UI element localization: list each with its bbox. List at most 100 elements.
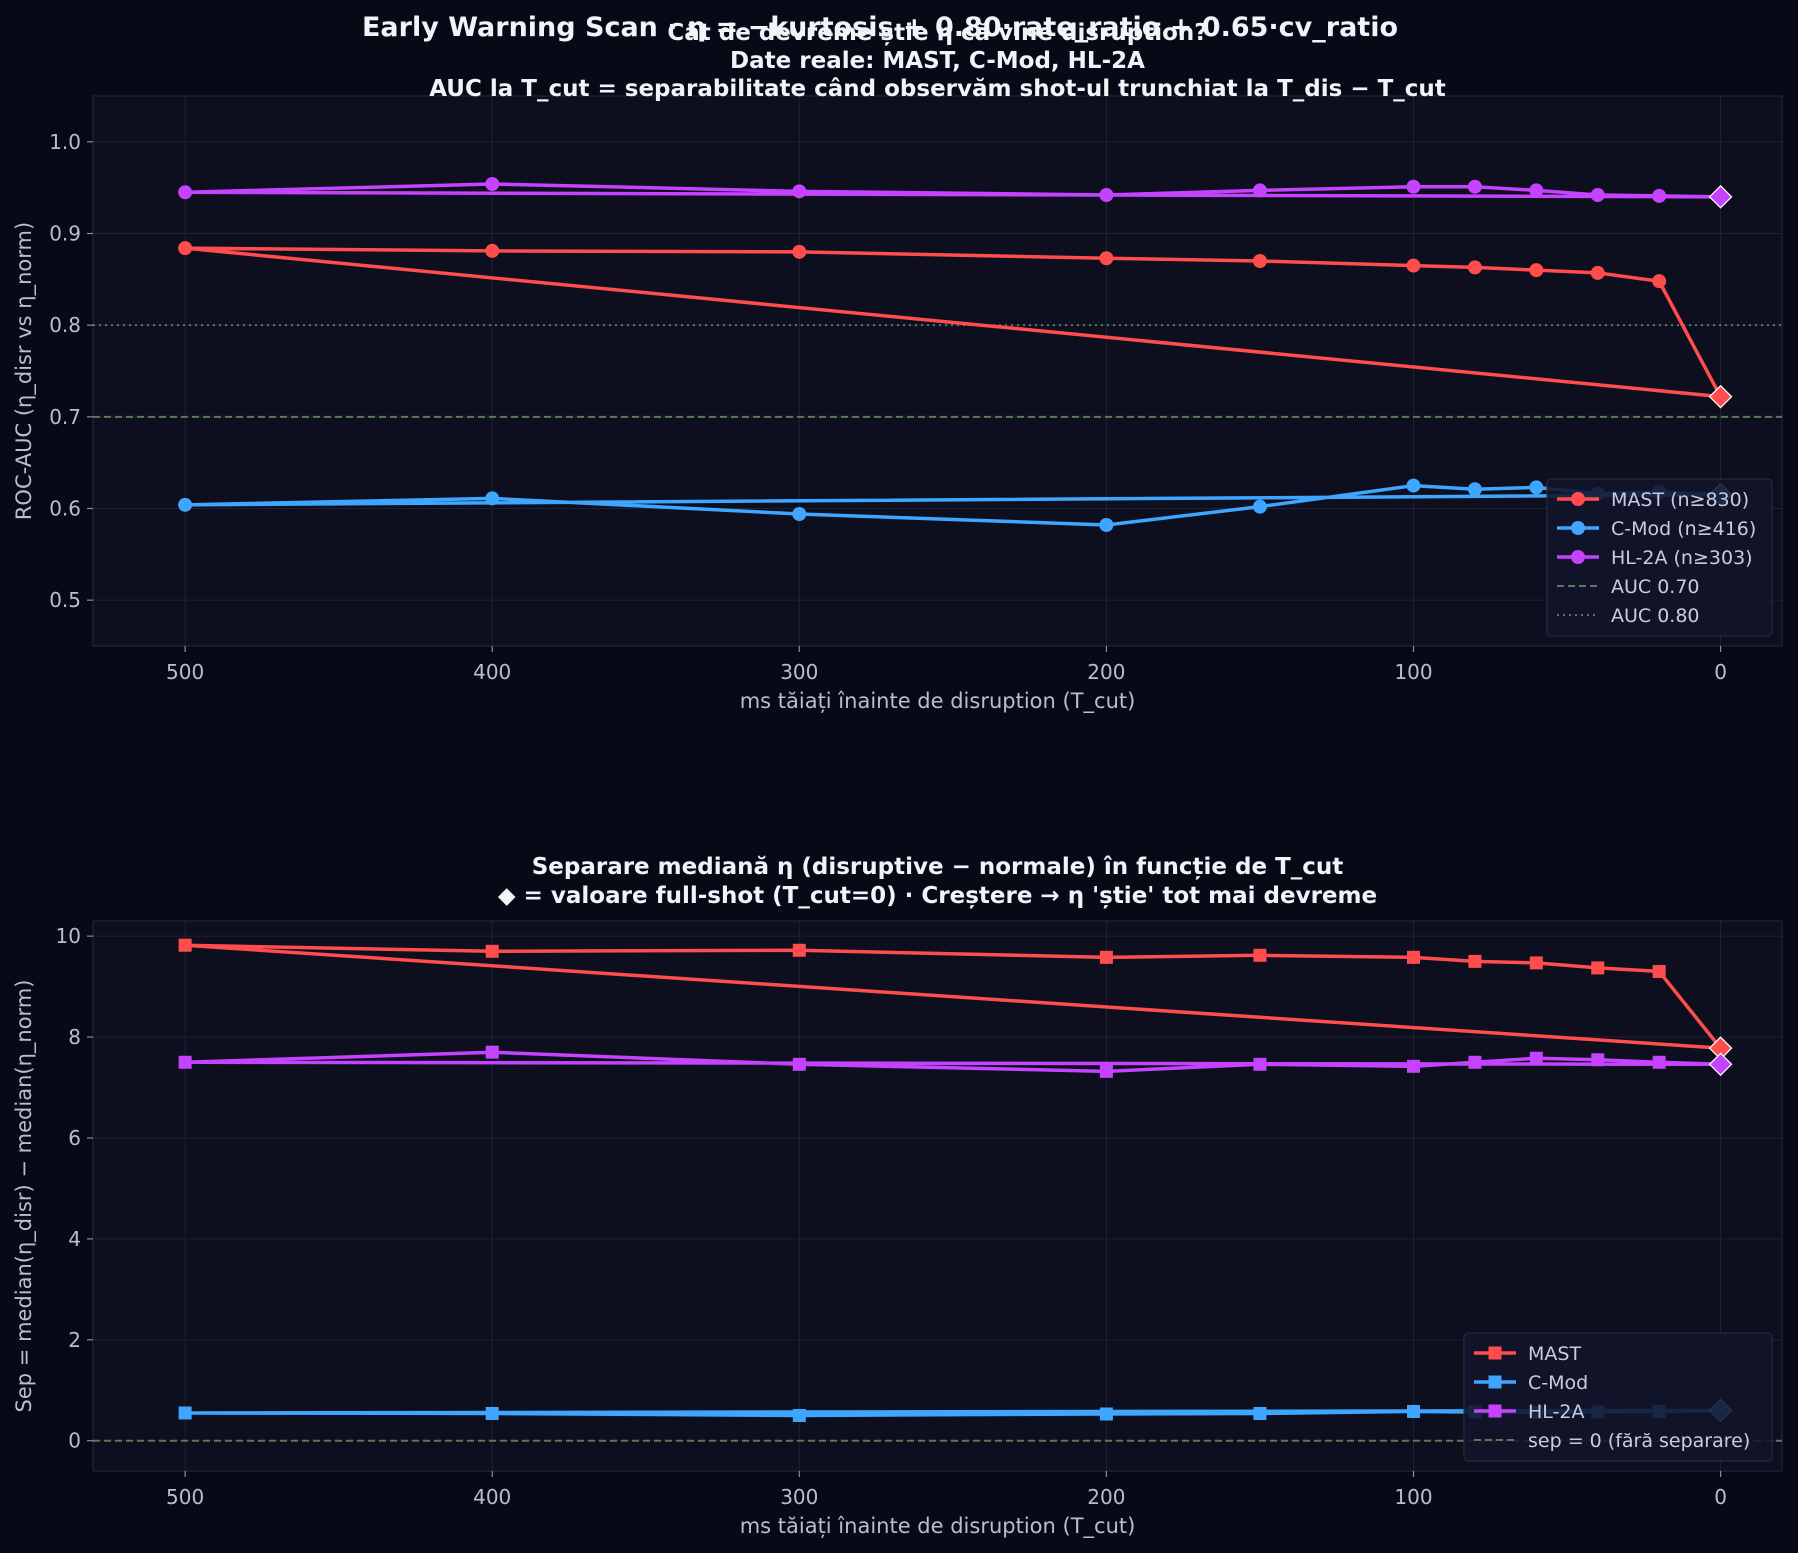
data-point-mast — [178, 241, 193, 256]
data-point-hl-2a — [1252, 183, 1267, 198]
data-point-mast — [1591, 961, 1605, 975]
data-point-mast — [1406, 258, 1421, 273]
data-point-c-mod — [1406, 478, 1421, 493]
series-line-mast — [185, 943, 1723, 1050]
auc-panel: 500 400 300 200 100 0 0.5 0.6 0.7 0.8 0.9 1.0 ms tăi… — [12, 20, 1783, 714]
y-tick-label: 10 — [56, 924, 81, 948]
legend: MAST (n≥830) C-Mod (n≥416) HL-2A (n≥303) AU… — [1546, 478, 1773, 637]
figure-suptitle: Early Warning Scan · η = −kurtosis + 0.8… — [362, 12, 1398, 43]
panel-title-line: Cât de devreme știe η că vine disruption… — [667, 20, 1207, 46]
plot-frame — [92, 920, 1783, 1472]
x-axis-label: ms tăiați înainte de disruption (T_cut) — [740, 1514, 1136, 1539]
y-axis-label: ROC-AUC (η_disr vs η_norm) — [12, 222, 37, 520]
data-point-c-mod — [1406, 1404, 1420, 1418]
legend-label: C-Mod — [1528, 1372, 1588, 1394]
data-point-c-mod — [1099, 518, 1114, 532]
legend-label: HL-2A (n≥303) — [1611, 547, 1753, 569]
y-tick-label: 0.5 — [49, 588, 81, 612]
data-point-hl-2a — [1467, 179, 1482, 194]
data-point-mast — [1099, 251, 1114, 266]
data-point-c-mod — [1099, 1407, 1113, 1421]
legend-marker — [1571, 492, 1585, 506]
plot-frame — [92, 95, 1783, 647]
data-point-c-mod — [792, 507, 807, 521]
legend-marker — [1488, 1375, 1502, 1389]
data-point-c-mod — [792, 1408, 806, 1422]
y-tick-label: 2 — [68, 1328, 81, 1352]
legend-marker — [1488, 1346, 1502, 1360]
legend-label: C-Mod (n≥416) — [1611, 518, 1756, 540]
data-point-c-mod — [1253, 1406, 1267, 1420]
data-point-hl-2a — [1529, 1051, 1543, 1065]
panel-title-line: AUC la T_cut = separabilitate când obser… — [429, 76, 1446, 102]
data-point-hl-2a — [1529, 183, 1544, 198]
series-line-hl-2a — [185, 182, 1723, 199]
data-point-mast — [1406, 950, 1420, 964]
data-point-mast — [1590, 265, 1605, 280]
y-tick-label: 6 — [68, 1126, 81, 1150]
x-tick-label: 0 — [1714, 660, 1727, 684]
x-tick-label: 300 — [780, 660, 818, 684]
legend-marker — [1571, 550, 1585, 564]
legend-label: MAST (n≥830) — [1611, 489, 1749, 511]
y-tick-label: 0.7 — [49, 405, 81, 429]
data-point-mast — [1467, 260, 1482, 275]
data-point-hl-2a — [485, 177, 500, 191]
x-tick-label: 500 — [166, 660, 204, 684]
data-point-mast — [1652, 964, 1666, 978]
x-tick-label: 300 — [780, 1485, 818, 1509]
plot-area — [93, 96, 1782, 646]
data-point-c-mod — [485, 491, 500, 506]
data-point-mast — [485, 243, 500, 258]
legend-label: AUC 0.80 — [1611, 605, 1700, 627]
data-point-hl-2a — [1099, 188, 1114, 202]
data-point-hl-2a — [1590, 188, 1605, 202]
data-point-hl-2a — [1652, 188, 1667, 203]
x-tick-label: 200 — [1087, 660, 1125, 684]
data-point-hl-2a — [485, 1045, 499, 1059]
data-point-mast — [1253, 948, 1267, 962]
y-tick-label: 0.6 — [49, 497, 81, 521]
full-shot-diamond-mast — [1708, 384, 1733, 409]
data-point-hl-2a — [1468, 1055, 1482, 1069]
data-point-mast — [1252, 254, 1267, 268]
data-point-mast — [1529, 263, 1544, 278]
y-tick-label: 8 — [68, 1025, 81, 1049]
data-point-hl-2a — [178, 185, 193, 200]
x-tick-label: 400 — [473, 1485, 511, 1509]
data-point-mast — [178, 938, 192, 952]
legend-label: AUC 0.70 — [1611, 576, 1700, 598]
data-point-mast — [485, 944, 499, 958]
x-axis-label: ms tăiați înainte de disruption (T_cut) — [740, 689, 1136, 714]
data-point-mast — [1529, 956, 1543, 970]
legend-label: MAST — [1528, 1343, 1581, 1365]
separation-panel: 500 400 300 200 100 0 0 2 4 6 8 10 ms tăiați înainte… — [12, 854, 1783, 1539]
data-point-hl-2a — [1099, 1064, 1113, 1078]
legend-label: HL-2A — [1528, 1401, 1584, 1423]
data-point-c-mod — [1252, 499, 1267, 514]
data-point-hl-2a — [1652, 1055, 1666, 1069]
data-point-hl-2a — [792, 1057, 806, 1071]
legend-marker — [1488, 1404, 1502, 1418]
panel-title-line: Separare mediană η (disruptive − normale… — [532, 854, 1344, 880]
legend: MAST C-Mod HL-2A sep = 0 (fără separare) — [1463, 1332, 1773, 1462]
data-point-c-mod — [1467, 482, 1482, 497]
x-tick-label: 200 — [1087, 1485, 1125, 1509]
x-tick-label: 100 — [1394, 1485, 1432, 1509]
legend-marker — [1571, 521, 1585, 535]
x-tick-label: 0 — [1714, 1485, 1727, 1509]
data-point-mast — [1099, 950, 1113, 964]
data-point-c-mod — [178, 1406, 192, 1420]
data-point-mast — [792, 244, 807, 259]
data-point-hl-2a — [1591, 1053, 1605, 1067]
data-point-hl-2a — [178, 1055, 192, 1069]
data-point-mast — [792, 943, 806, 957]
y-tick-label: 4 — [68, 1227, 81, 1251]
x-tick-label: 100 — [1394, 660, 1432, 684]
full-shot-diamond-hl-2a — [1708, 184, 1733, 209]
data-point-mast — [1468, 954, 1482, 968]
panel-title-line: ◆ = valoare full-shot (T_cut=0) · Crește… — [498, 883, 1377, 909]
data-point-hl-2a — [1406, 1059, 1420, 1073]
full-shot-diamond-hl-2a — [1708, 1052, 1733, 1077]
data-point-c-mod — [1529, 480, 1544, 495]
